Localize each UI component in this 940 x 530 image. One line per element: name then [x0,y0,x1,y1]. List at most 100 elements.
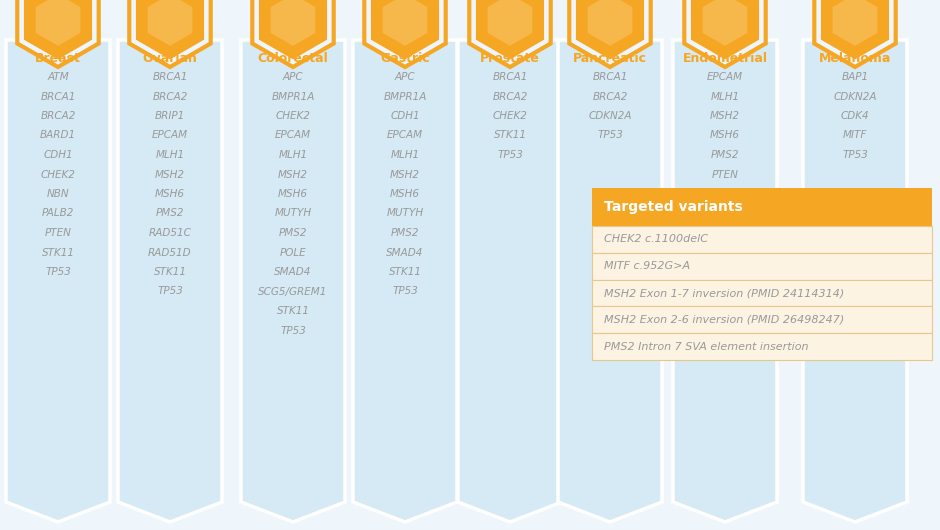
Text: TP53: TP53 [45,267,70,277]
Polygon shape [136,0,203,58]
Text: MSH6: MSH6 [155,189,185,199]
Text: STK11: STK11 [153,267,186,277]
Text: Gastric: Gastric [380,52,430,65]
Text: CDK4: CDK4 [840,111,870,121]
Polygon shape [673,40,777,522]
Text: CHEK2: CHEK2 [493,111,527,121]
Text: MSH6: MSH6 [710,130,740,140]
Polygon shape [371,0,438,58]
FancyBboxPatch shape [592,188,932,226]
Text: MSH2 Exon 2-6 inversion (PMID 26498247): MSH2 Exon 2-6 inversion (PMID 26498247) [604,315,844,325]
Text: EPCAM: EPCAM [274,130,311,140]
Text: BRCA1: BRCA1 [152,72,188,82]
Text: MSH2: MSH2 [710,111,740,121]
Text: CHEK2: CHEK2 [275,111,310,121]
Text: POLE: POLE [280,248,306,258]
Polygon shape [822,0,888,58]
Text: EPCAM: EPCAM [387,130,423,140]
Polygon shape [130,0,211,67]
Text: MSH2 Exon 1-7 inversion (PMID 24114314): MSH2 Exon 1-7 inversion (PMID 24114314) [604,288,844,298]
Text: MSH2: MSH2 [390,170,420,180]
Text: BMPR1A: BMPR1A [384,92,427,102]
Text: TP53: TP53 [392,287,418,296]
Polygon shape [469,0,551,67]
Polygon shape [241,40,345,522]
Text: RAD51C: RAD51C [149,228,192,238]
Text: MLH1: MLH1 [155,150,184,160]
Text: SMAD4: SMAD4 [274,267,312,277]
Text: SMAD4: SMAD4 [386,248,424,258]
Polygon shape [588,0,633,46]
Text: SCG5/GREM1: SCG5/GREM1 [258,287,328,296]
Text: MUTYH: MUTYH [274,208,311,218]
Text: BRCA2: BRCA2 [40,111,76,121]
Text: BRCA1: BRCA1 [493,72,527,82]
Text: BRCA2: BRCA2 [592,92,628,102]
Polygon shape [488,0,532,46]
Polygon shape [576,0,643,58]
Text: TP53: TP53 [157,287,183,296]
Text: TP53: TP53 [713,208,738,218]
Text: PMS2: PMS2 [156,208,184,218]
Text: MSH6: MSH6 [278,189,308,199]
Polygon shape [702,0,747,46]
Text: TP53: TP53 [280,325,306,335]
Text: MLH1: MLH1 [711,92,740,102]
Text: TP53: TP53 [842,150,868,160]
Text: PTEN: PTEN [712,170,739,180]
Text: Ovarian: Ovarian [143,52,197,65]
Text: PMS2 Intron 7 SVA element insertion: PMS2 Intron 7 SVA element insertion [604,342,808,351]
Polygon shape [383,0,428,46]
Text: PMS2: PMS2 [279,228,307,238]
Text: PALB2: PALB2 [41,208,74,218]
Polygon shape [692,0,759,58]
Polygon shape [570,0,650,67]
Text: Melanoma: Melanoma [819,52,891,65]
Polygon shape [259,0,326,58]
Text: Endometrial: Endometrial [682,52,767,65]
FancyBboxPatch shape [592,226,932,253]
Polygon shape [271,0,316,46]
Polygon shape [814,0,896,67]
Polygon shape [118,40,222,522]
FancyBboxPatch shape [592,253,932,280]
Text: EPCAM: EPCAM [152,130,188,140]
Polygon shape [365,0,446,67]
Text: MITF c.952G>A: MITF c.952G>A [604,261,690,271]
Polygon shape [252,0,334,67]
Polygon shape [458,40,562,522]
Text: BRCA1: BRCA1 [592,72,628,82]
Polygon shape [36,0,81,46]
Text: STK11: STK11 [709,189,742,199]
Text: BAP1: BAP1 [841,72,869,82]
Polygon shape [803,40,907,522]
Text: NBN: NBN [47,189,70,199]
Text: BRCA2: BRCA2 [152,92,188,102]
Text: EPCAM: EPCAM [707,72,743,82]
Text: BMPR1A: BMPR1A [272,92,315,102]
Text: MITF: MITF [843,130,868,140]
Text: PMS2: PMS2 [711,150,739,160]
FancyBboxPatch shape [592,280,932,306]
Polygon shape [477,0,543,58]
Text: CDH1: CDH1 [390,111,420,121]
Text: CHEK2: CHEK2 [40,170,75,180]
Text: MLH1: MLH1 [278,150,307,160]
Text: MSH6: MSH6 [390,189,420,199]
Text: CHEK2 c.1100delC: CHEK2 c.1100delC [604,234,708,244]
Text: Colorectal: Colorectal [258,52,328,65]
FancyBboxPatch shape [592,333,932,360]
Text: PTEN: PTEN [44,228,71,238]
Text: STK11: STK11 [388,267,421,277]
Text: STK11: STK11 [276,306,309,316]
Text: MSH2: MSH2 [155,170,185,180]
FancyBboxPatch shape [592,306,932,333]
Polygon shape [6,40,110,522]
Polygon shape [558,40,662,522]
Polygon shape [684,0,766,67]
Text: Pancreatic: Pancreatic [573,52,647,65]
Text: MLH1: MLH1 [390,150,419,160]
Polygon shape [833,0,877,46]
Text: Prostate: Prostate [480,52,540,65]
Text: CDH1: CDH1 [43,150,72,160]
